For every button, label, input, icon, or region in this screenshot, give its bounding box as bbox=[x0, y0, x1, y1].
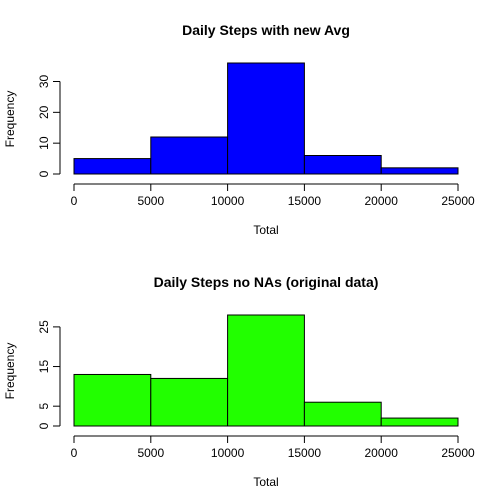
histogram-bar bbox=[303, 401, 382, 427]
bars bbox=[73, 314, 459, 427]
histogram-bar bbox=[227, 62, 305, 175]
x-tick-label: 20000 bbox=[365, 194, 399, 208]
chart-title: Daily Steps with new Avg bbox=[182, 22, 350, 38]
x-axis: 0 5000 10000 15000 20000 25000 bbox=[71, 435, 475, 460]
x-tick-label: 5000 bbox=[137, 446, 164, 460]
histogram-panel-new-avg: Daily Steps with new Avg Total Frequency… bbox=[3, 22, 475, 237]
y-tick-label: 5 bbox=[37, 403, 51, 410]
x-tick-label: 10000 bbox=[211, 446, 245, 460]
histogram-bar bbox=[150, 377, 229, 427]
y-tick-label: 25 bbox=[37, 320, 51, 334]
x-tick-label: 25000 bbox=[441, 446, 475, 460]
x-tick-label: 20000 bbox=[365, 446, 399, 460]
histogram-bar bbox=[150, 136, 229, 175]
bars bbox=[73, 62, 459, 175]
histogram-bar bbox=[380, 417, 459, 427]
x-tick-label: 25000 bbox=[441, 194, 475, 208]
x-tick-label: 10000 bbox=[211, 194, 245, 208]
x-tick-label: 15000 bbox=[288, 446, 322, 460]
y-tick-label: 30 bbox=[37, 75, 51, 89]
chart-title: Daily Steps no NAs (original data) bbox=[154, 274, 379, 290]
y-axis: 0 10 20 30 bbox=[37, 75, 61, 177]
x-tick-label: 15000 bbox=[288, 194, 322, 208]
x-tick-label: 0 bbox=[71, 446, 78, 460]
y-axis: 0 5 15 25 bbox=[37, 320, 61, 429]
x-tick-label: 0 bbox=[71, 194, 78, 208]
histogram-bar bbox=[380, 167, 459, 175]
x-axis-label: Total bbox=[253, 223, 278, 237]
histogram-panel-original: Daily Steps no NAs (original data) Total… bbox=[3, 274, 475, 489]
y-tick-label: 20 bbox=[37, 105, 51, 119]
y-tick-label: 10 bbox=[37, 136, 51, 150]
histogram-bar bbox=[303, 155, 382, 175]
y-axis-label: Frequency bbox=[3, 343, 17, 400]
y-tick-label: 15 bbox=[37, 360, 51, 374]
y-tick-label: 0 bbox=[37, 170, 51, 177]
y-tick-label: 0 bbox=[37, 422, 51, 429]
y-axis-label: Frequency bbox=[3, 91, 17, 148]
histogram-bar bbox=[73, 158, 152, 175]
x-axis: 0 5000 10000 15000 20000 25000 bbox=[71, 183, 475, 208]
x-tick-label: 5000 bbox=[137, 194, 164, 208]
histogram-bar bbox=[73, 373, 152, 427]
x-axis-label: Total bbox=[253, 475, 278, 489]
histogram-bar bbox=[227, 314, 305, 427]
